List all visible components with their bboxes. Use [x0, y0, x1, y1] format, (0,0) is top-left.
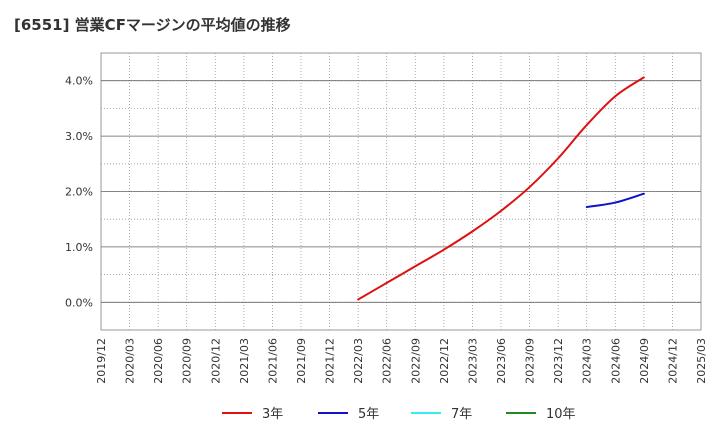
legend-label: 3年 [262, 407, 283, 422]
legend: 3年 5年 7年 10年 [222, 407, 576, 422]
x-tick-label: 2021/03 [238, 338, 251, 384]
x-tick-label: 2024/12 [666, 338, 679, 384]
x-tick-label: 2023/03 [466, 338, 479, 384]
x-tick-label: 2025/03 [695, 338, 708, 384]
x-tick-label: 2023/09 [524, 338, 537, 384]
y-tick-label: 1.0% [65, 241, 93, 254]
y-tick-label: 0.0% [65, 296, 93, 309]
y-tick-label: 3.0% [65, 130, 93, 143]
legend-label: 7年 [451, 407, 472, 422]
series-line-1 [357, 76, 645, 301]
legend-label: 10年 [546, 407, 576, 422]
x-tick-label: 2020/12 [209, 338, 222, 384]
x-tick-label: 2024/03 [581, 338, 594, 384]
x-tick-label: 2020/09 [181, 338, 194, 384]
x-tick-label: 2022/06 [381, 338, 394, 384]
x-tick-label: 2021/06 [266, 338, 279, 384]
series-line-2 [585, 192, 645, 209]
x-tick-label: 2021/09 [295, 338, 308, 384]
y-tick-label: 4.0% [65, 75, 93, 88]
x-tick-label: 2020/03 [124, 338, 137, 384]
x-tick-label: 2019/12 [95, 338, 108, 384]
x-tick-label: 2024/09 [638, 338, 651, 384]
y-tick-label: 2.0% [65, 186, 93, 199]
series-lines [357, 76, 645, 301]
x-tick-label: 2020/06 [152, 338, 165, 384]
legend-label: 5年 [358, 407, 379, 422]
x-tick-label: 2023/12 [552, 338, 565, 384]
x-tick-label: 2022/09 [409, 338, 422, 384]
grid [100, 52, 702, 331]
axes: 0.0% 1.0% 2.0% 3.0% 4.0% 2019/12 2020/03 2020/0… [65, 75, 708, 384]
x-tick-label: 2022/12 [438, 338, 451, 384]
x-tick-label: 2023/06 [495, 338, 508, 384]
x-tick-label: 2024/06 [609, 338, 622, 384]
x-tick-label: 2022/03 [352, 338, 365, 384]
x-tick-label: 2021/12 [324, 338, 337, 384]
chart-title: [6551] 営業CFマージンの平均値の推移 [14, 16, 291, 34]
